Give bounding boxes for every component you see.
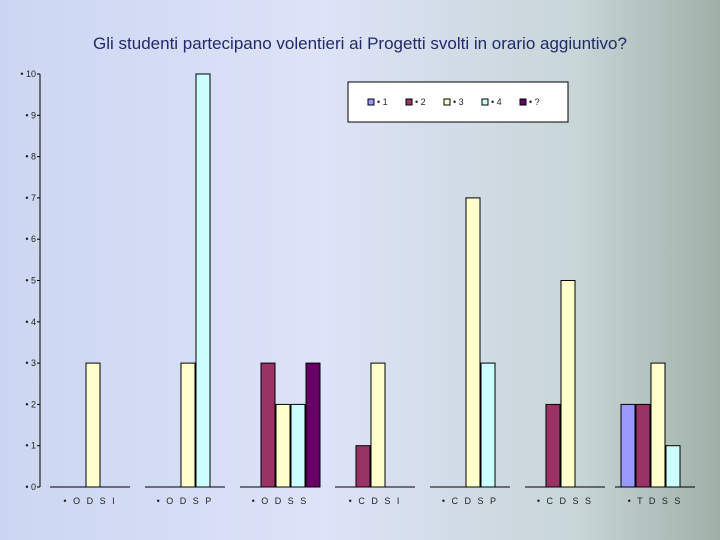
bar-4-3 [290,403,306,488]
bar-3-3 [275,403,291,488]
y-tick-label: • 2 [25,399,36,409]
bar-2-4 [355,445,371,488]
legend-box [347,81,569,123]
legend-label: • 4 [491,97,502,107]
legend: • 1 • 2 • 3 • 4 • ? [347,81,569,123]
legend-label: • ? [529,97,540,107]
chart-title: Gli studenti partecipano volentieri ai P… [93,34,627,53]
bar-3-4 [370,362,386,488]
bar-5-3 [305,362,321,488]
bar-3-5 [465,197,481,488]
x-tick-label: • C D S I [349,496,402,506]
y-tick-label: • 8 [25,152,36,162]
x-tick-label: • O D S S [252,496,309,506]
y-tick-label: • 6 [25,234,36,244]
x-tick-label: • C D S S [537,496,593,506]
x-tick-label: • C D S P [442,496,498,506]
legend-swatch [519,98,527,106]
bar-2-3 [260,362,276,488]
y-tick-label: • 4 [25,317,36,327]
x-tick-label: • O D S P [157,496,214,506]
bar-4-5 [480,362,496,488]
bar-3-7 [650,362,666,488]
bar-2-7 [635,403,651,488]
legend-swatch [443,98,451,106]
legend-label: • 3 [453,97,464,107]
bar-2-6 [545,403,561,488]
bar-4-2 [195,73,211,488]
y-tick-label: • 3 [25,358,36,368]
axes: • 0 • 1 • 2 • 3 • 4 • 5 • 6 • 7 • 8 • 9 • 10 • O D … [20,69,695,506]
bar-3-2 [180,362,196,488]
x-tick-label: • T D S S [628,496,683,506]
bar-3-1 [85,362,101,488]
bar-3-6 [560,280,576,488]
legend-swatch [405,98,413,106]
bars [85,73,681,488]
x-tick-label: • O D S I [63,496,116,506]
y-tick-label: • 10 [20,69,36,79]
y-tick-label: • 0 [25,482,36,492]
y-tick-label: • 5 [25,276,36,286]
legend-swatch [481,98,489,106]
legend-label: • 1 [377,97,388,107]
y-tick-label: • 7 [25,193,36,203]
legend-label: • 2 [415,97,426,107]
bar-1-7 [620,403,636,488]
y-tick-label: • 9 [25,110,36,120]
bar-4-7 [665,445,681,488]
y-tick-label: • 1 [25,441,36,451]
legend-swatch [367,98,375,106]
